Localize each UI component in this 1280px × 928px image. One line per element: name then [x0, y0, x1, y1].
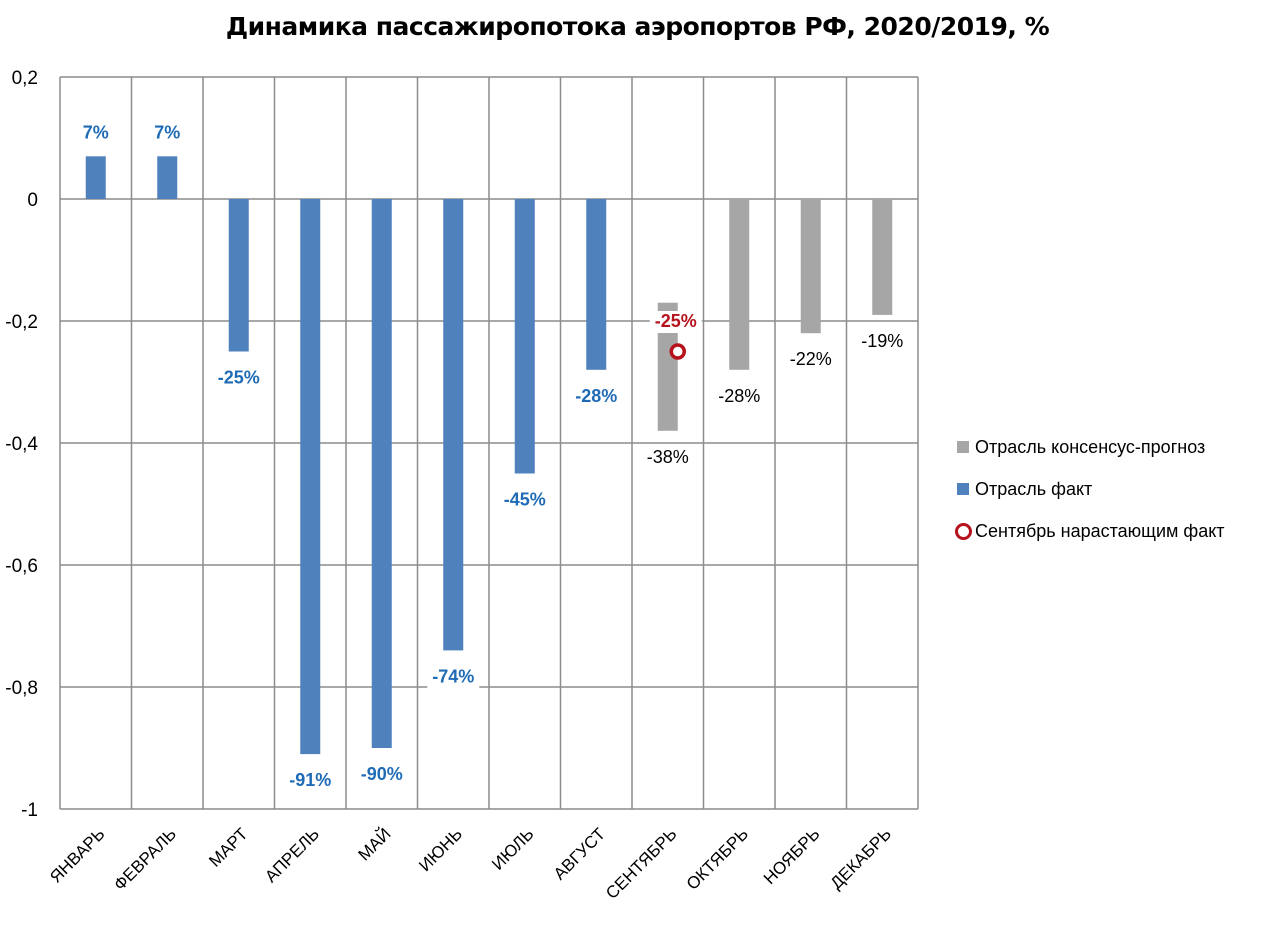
data-label-forecast: -22%: [790, 349, 832, 369]
data-label-actual-bg: [570, 385, 623, 408]
bar-actual: [371, 199, 392, 748]
data-label-cumulative: -25%: [655, 311, 697, 331]
data-label-forecast-bg: [856, 330, 909, 353]
data-label-forecast-bg: [641, 446, 694, 469]
x-tick-label: НОЯБРЬ: [760, 824, 824, 888]
y-tick-label: 0,2: [12, 68, 38, 89]
bar-actual: [300, 199, 321, 755]
data-label-actual: -28%: [575, 386, 617, 406]
x-tick-label: ДЕКАБРЬ: [827, 824, 895, 892]
bar-actual: [586, 199, 607, 370]
marker-cumulative: [669, 343, 686, 360]
bar-actual: [85, 156, 106, 199]
chart-title: Динамика пассажиропотока аэропортов РФ, …: [225, 12, 1050, 41]
data-label-actual-bg: [151, 122, 183, 145]
data-label-actual-bg: [212, 367, 265, 390]
x-tick-label: ИЮЛЬ: [488, 824, 537, 873]
x-tick-label: ФЕВРАЛЬ: [110, 824, 180, 894]
y-tick-label: -0,4: [5, 434, 38, 455]
data-label-forecast-bg: [784, 349, 837, 372]
y-tick-label: -0,8: [5, 678, 38, 699]
data-label-actual: 7%: [83, 122, 109, 142]
bar-forecast: [657, 302, 678, 431]
data-label-actual-bg: [427, 666, 480, 689]
legend-swatch-forecast: [957, 441, 969, 453]
bar-forecast: [729, 199, 750, 370]
x-tick-label: АВГУСТ: [550, 824, 609, 883]
x-tick-label: ИЮНЬ: [415, 824, 466, 875]
data-label-cumulative-bg: [649, 311, 702, 333]
y-tick-label: 0: [27, 190, 38, 211]
data-label-actual-bg: [284, 770, 337, 793]
bar-actual: [228, 199, 249, 352]
legend-swatch-actual: [957, 483, 969, 495]
x-tick-label: СЕНТЯБРЬ: [602, 824, 680, 902]
data-label-actual: -45%: [504, 490, 546, 510]
data-label-forecast-bg: [713, 385, 766, 408]
x-tick-label: ЯНВАРЬ: [46, 824, 108, 886]
bar-forecast: [872, 199, 893, 315]
legend-label-forecast: Отрасль консенсус-прогноз: [975, 437, 1206, 457]
data-label-forecast: -38%: [647, 447, 689, 467]
x-tick-label: АПРЕЛЬ: [261, 824, 323, 886]
y-tick-label: -0,6: [5, 556, 38, 577]
bar-forecast: [800, 199, 821, 334]
x-tick-label: ОКТЯБРЬ: [683, 824, 752, 893]
data-label-actual-bg: [498, 489, 551, 512]
x-tick-label: МАЙ: [354, 824, 394, 864]
data-label-actual: -91%: [289, 770, 331, 790]
data-labels: 7% 7% -25% -91% -90% -74% -45% -28% -38% -28% -22%…: [80, 122, 909, 793]
bars: [85, 156, 893, 755]
legend-label-actual: Отрасль факт: [975, 479, 1093, 499]
legend-label-cumulative: Сентябрь нарастающим факт: [975, 521, 1225, 541]
data-label-actual: 7%: [154, 122, 180, 142]
data-label-actual-bg: [80, 122, 112, 145]
legend-marker-cumulative: [955, 523, 972, 540]
bar-actual: [443, 199, 464, 651]
y-tick-label: -1: [21, 800, 38, 821]
x-tick-label: МАРТ: [205, 824, 251, 870]
data-label-actual: -90%: [361, 764, 403, 784]
y-tick-label: -0,2: [5, 312, 38, 333]
grid-lines: [59, 76, 919, 810]
data-label-forecast: -19%: [861, 331, 903, 351]
data-label-actual: -25%: [218, 368, 260, 388]
data-label-actual: -74%: [432, 666, 474, 686]
data-label-actual-bg: [355, 764, 408, 786]
data-label-forecast: -28%: [718, 386, 760, 406]
bar-actual: [157, 156, 178, 199]
bar-actual: [514, 199, 535, 474]
